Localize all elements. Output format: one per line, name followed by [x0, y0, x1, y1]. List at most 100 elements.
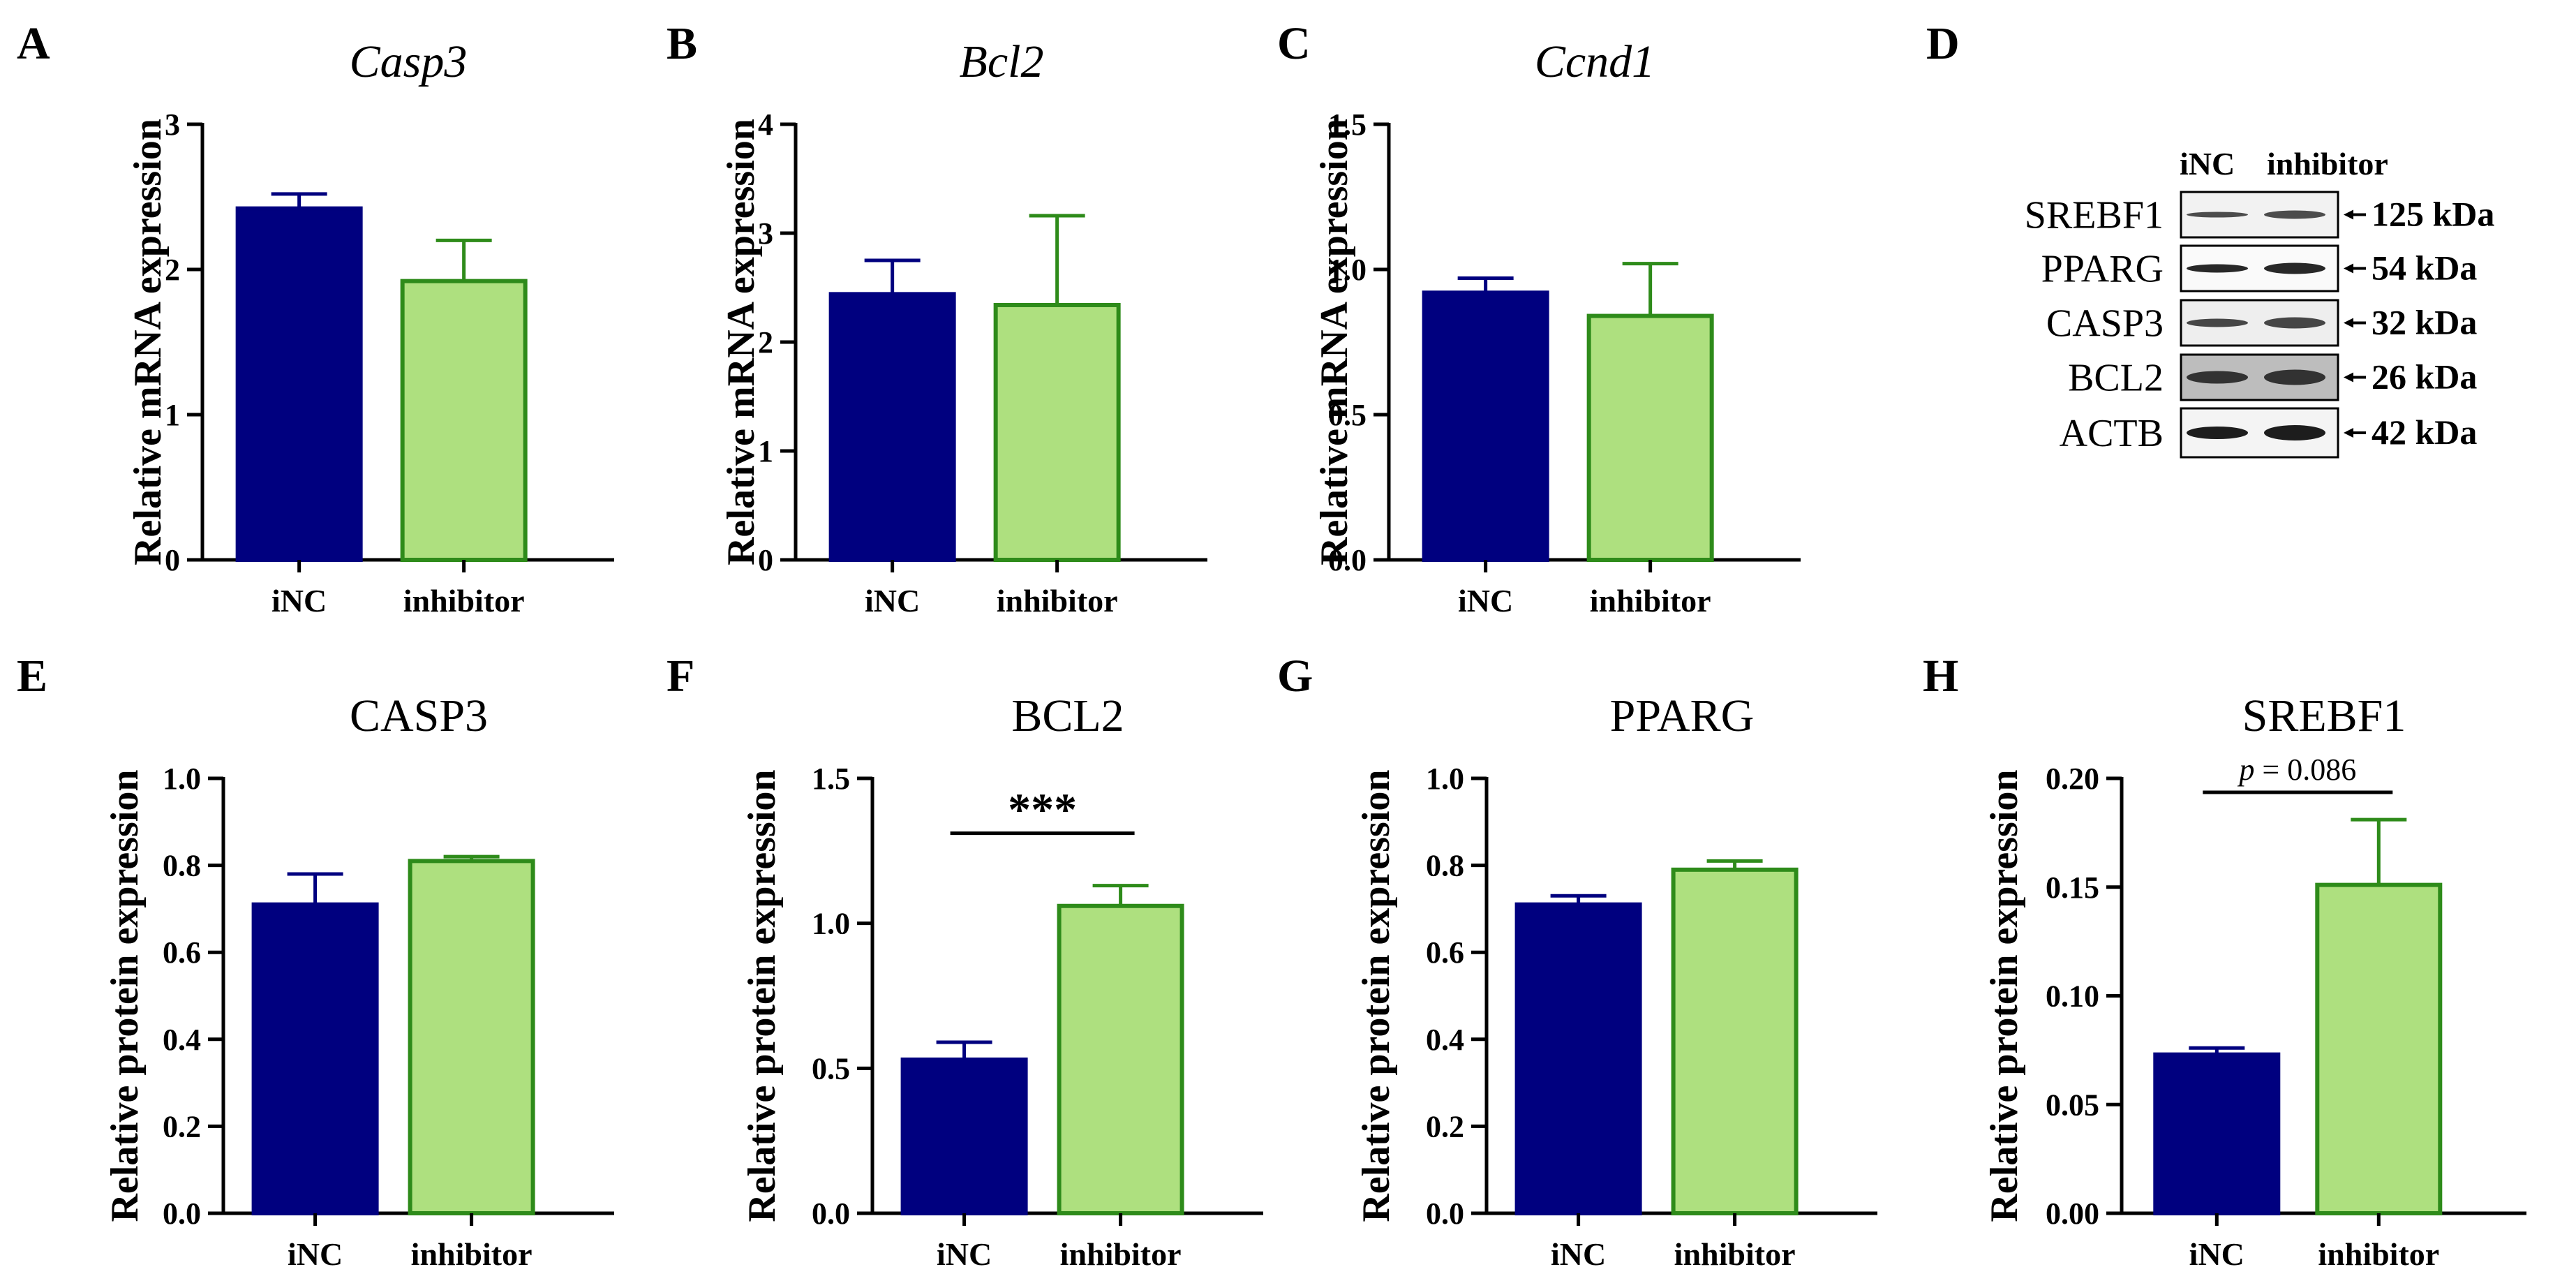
kda-arrow-head	[2344, 318, 2353, 328]
y-tick-label: 0.15	[2046, 871, 2099, 905]
chart-title: PPARG	[1610, 690, 1755, 741]
y-axis-label: Relative protein expression	[740, 769, 784, 1222]
y-tick-label: 0.20	[2046, 762, 2099, 796]
y-axis-label: Relative mRNA expression	[720, 119, 763, 565]
panel-label: C	[1277, 18, 1311, 69]
y-tick-label: 0.6	[1426, 935, 1464, 970]
chart-title: Casp3	[350, 36, 468, 87]
bar-inhibitor	[2315, 882, 2443, 1215]
y-tick-label: 0.2	[163, 1109, 201, 1143]
kda-label: 26 kDa	[2372, 357, 2477, 397]
panel-label: G	[1277, 651, 1313, 702]
y-tick-label: 0.10	[2046, 979, 2099, 1014]
panel-label: B	[667, 18, 697, 69]
protein-band	[2187, 212, 2248, 218]
x-tick-label: inhibitor	[2318, 1236, 2439, 1272]
kda-label: 125 kDa	[2372, 195, 2494, 234]
y-tick-label: 0.4	[1426, 1023, 1464, 1057]
blot-row-bcl2: BCL2 26 kDa	[2068, 353, 2477, 401]
kda-arrow-head	[2344, 263, 2353, 274]
protein-label: SREBF1	[2025, 194, 2164, 237]
kda-label: 32 kDa	[2372, 303, 2477, 342]
protein-band	[2264, 369, 2325, 385]
x-tick-label: inhibitor	[997, 583, 1118, 619]
x-tick-label: inhibitor	[1674, 1236, 1796, 1272]
panel-label: H	[1923, 651, 1958, 702]
blot-row-actb: ACTB 42 kDa	[2060, 407, 2477, 459]
x-tick-label: inhibitor	[1590, 583, 1711, 619]
y-tick-label: 2	[165, 253, 180, 287]
y-tick-label: 0.2	[1426, 1109, 1464, 1143]
y-tick-label: 1.5	[1328, 108, 1367, 142]
p-value-label: p = 0.086	[2237, 753, 2356, 787]
y-tick-label: 0	[758, 543, 773, 577]
blot-row-srebf1: SREBF1 125 kDa	[2025, 191, 2494, 239]
y-tick-label: 0.0	[1426, 1197, 1464, 1231]
protein-band	[2264, 210, 2325, 219]
bar-inhibitor	[1671, 867, 1799, 1215]
significance-stars: ***	[1008, 785, 1077, 836]
chart-title: Ccnd1	[1535, 36, 1655, 87]
protein-label: ACTB	[2060, 412, 2164, 455]
protein-band	[2264, 317, 2325, 329]
y-tick-label: 3	[758, 216, 773, 251]
y-axis-label: Relative protein expression	[1355, 769, 1398, 1222]
protein-band	[2264, 262, 2325, 274]
x-tick-label: iNC	[2189, 1236, 2244, 1272]
chart-panel-g: G PPARG Relative protein expression 0.0 0.2 0…	[1277, 651, 1877, 1272]
y-tick-label: 0.0	[1328, 543, 1367, 577]
y-axis-label: Relative mRNA expression	[1313, 119, 1356, 565]
y-tick-label: 0.4	[163, 1023, 201, 1057]
protein-label: BCL2	[2068, 357, 2164, 400]
blot-row-pparg: PPARG 54 kDa	[2041, 244, 2477, 292]
x-tick-label: iNC	[271, 583, 327, 619]
chart-title: Bcl2	[960, 36, 1044, 87]
y-tick-label: 4	[758, 108, 773, 142]
y-axis-label: Relative protein expression	[1983, 769, 2026, 1222]
lane-label-inc: iNC	[2180, 146, 2235, 182]
protein-band	[2187, 264, 2248, 273]
bar-inc	[828, 292, 956, 562]
protein-label: CASP3	[2046, 302, 2164, 346]
kda-label: 42 kDa	[2372, 413, 2477, 452]
protein-band	[2187, 318, 2248, 327]
panel-label: A	[17, 18, 50, 69]
y-tick-label: 0.5	[812, 1051, 850, 1086]
x-tick-label: inhibitor	[403, 583, 525, 619]
protein-label: PPARG	[2041, 248, 2164, 291]
chart-title: SREBF1	[2242, 690, 2406, 741]
bar-inc	[2153, 1052, 2281, 1215]
p-value-text: = 0.086	[2254, 753, 2356, 787]
y-tick-label: 1.5	[812, 762, 850, 796]
y-axis-label: Relative mRNA expression	[126, 119, 170, 565]
chart-title: CASP3	[350, 690, 488, 741]
y-tick-label: 1.0	[812, 907, 850, 941]
bar-inhibitor	[993, 302, 1121, 562]
x-tick-label: iNC	[865, 583, 920, 619]
y-tick-label: 3	[165, 108, 180, 142]
chart-panel-e: E CASP3 Relative protein expression 0.0 0.2 0…	[17, 651, 614, 1272]
y-tick-label: 0.8	[1426, 849, 1464, 883]
protein-band	[2187, 427, 2248, 439]
x-tick-label: inhibitor	[1060, 1236, 1182, 1272]
y-tick-label: 0.0	[812, 1197, 850, 1231]
kda-arrow-head	[2344, 428, 2353, 438]
chart-panel-f: F BCL2 Relative protein expression 0.0 0.5 1.…	[667, 651, 1263, 1272]
chart-panel-h: H SREBF1 Relative protein expression 0.00 0.…	[1923, 651, 2526, 1272]
blot-row-casp3: CASP3 32 kDa	[2046, 299, 2477, 347]
panel-label: D	[1926, 18, 1960, 69]
panel-label: E	[17, 651, 47, 702]
y-tick-label: 0.8	[163, 849, 201, 883]
bar-inhibitor	[1057, 903, 1184, 1216]
bar-inhibitor	[1586, 313, 1714, 562]
kda-label: 54 kDa	[2372, 249, 2477, 288]
protein-band	[2187, 371, 2248, 384]
kda-arrow-head	[2344, 372, 2353, 383]
y-tick-label: 1.0	[1426, 762, 1464, 796]
x-tick-label: iNC	[937, 1236, 992, 1272]
